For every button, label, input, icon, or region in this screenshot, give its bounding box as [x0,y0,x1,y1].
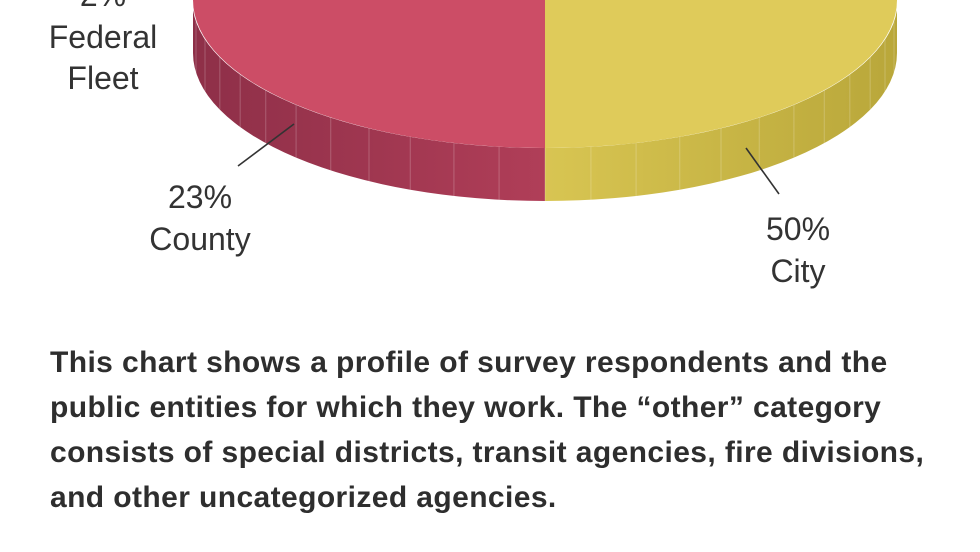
county-value-label: 23% [168,179,232,215]
pie-slice-city-side [545,10,897,201]
federal-fleet-name-line1: Federal [49,19,158,55]
pie-slice-county-side [193,10,545,201]
chart-caption: This chart shows a profile of survey res… [50,346,925,514]
city-name-label: City [770,253,825,289]
federal-fleet-value-label: 2% [80,0,126,13]
pie-slice-county [193,0,545,148]
county-leader-line [237,123,295,167]
pie-chart: 2% Federal Fleet 23% County 50% City [49,0,897,289]
rim-facets [195,19,895,201]
city-leader-line [745,147,780,195]
county-name-label: County [149,221,250,257]
federal-fleet-name-line2: Fleet [67,60,138,96]
pie-slice-city [545,0,897,148]
city-value-label: 50% [766,211,830,247]
